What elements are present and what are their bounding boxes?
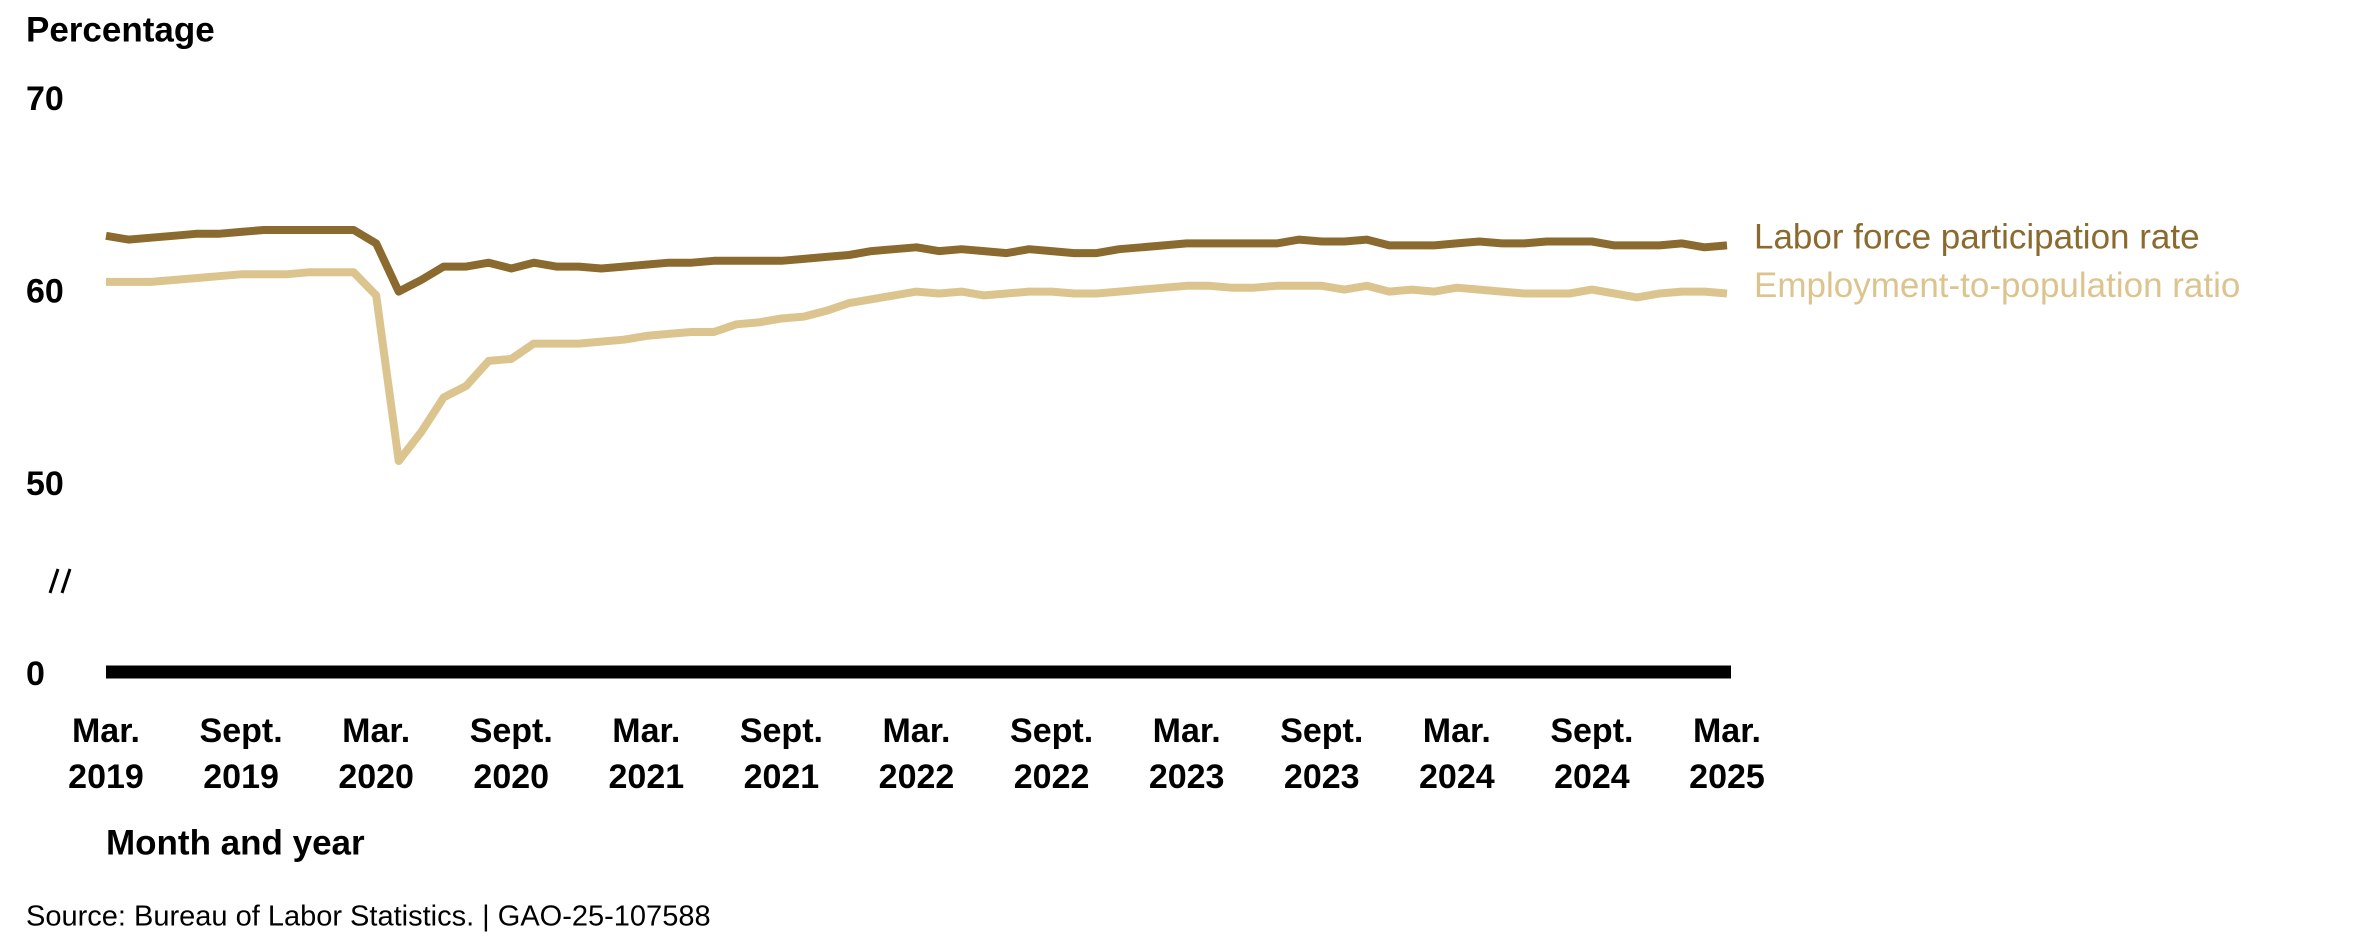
- y-tick-label: 60: [26, 272, 64, 310]
- y-tick-label: 50: [26, 465, 64, 503]
- x-axis-label: Month and year: [106, 823, 365, 862]
- series-line: [106, 268, 1728, 465]
- x-tick-label: Mar. 2025: [1689, 712, 1765, 796]
- x-tick-label: Mar. 2020: [338, 712, 414, 796]
- series-line: [105, 226, 1728, 296]
- series-label: Employment-to-population ratio: [1754, 266, 2240, 305]
- x-tick-label: Sept. 2021: [739, 712, 823, 796]
- source-note: Source: Bureau of Labor Statistics. | GA…: [26, 901, 711, 933]
- y-axis-label: Percentage: [26, 10, 215, 49]
- series-label: Labor force participation rate: [1754, 218, 2200, 257]
- axis-break: [60, 568, 72, 594]
- x-tick-label: Mar. 2019: [68, 712, 144, 796]
- axis-break: [48, 568, 60, 594]
- x-tick-label: Mar. 2022: [878, 712, 955, 796]
- x-tick-label: Sept. 2019: [199, 712, 283, 796]
- x-tick-label: Sept. 2020: [469, 712, 553, 796]
- x-tick-label: Sept. 2024: [1550, 712, 1634, 796]
- y-tick-label: 70: [26, 80, 64, 118]
- y-tick-label: 0: [26, 655, 45, 693]
- x-tick-label: Sept. 2022: [1010, 712, 1094, 796]
- x-tick-label: Sept. 2023: [1280, 712, 1364, 796]
- x-tick-label: Mar. 2023: [1148, 712, 1225, 796]
- x-tick-label: Mar. 2021: [608, 712, 685, 796]
- x-tick-label: Mar. 2024: [1419, 712, 1495, 796]
